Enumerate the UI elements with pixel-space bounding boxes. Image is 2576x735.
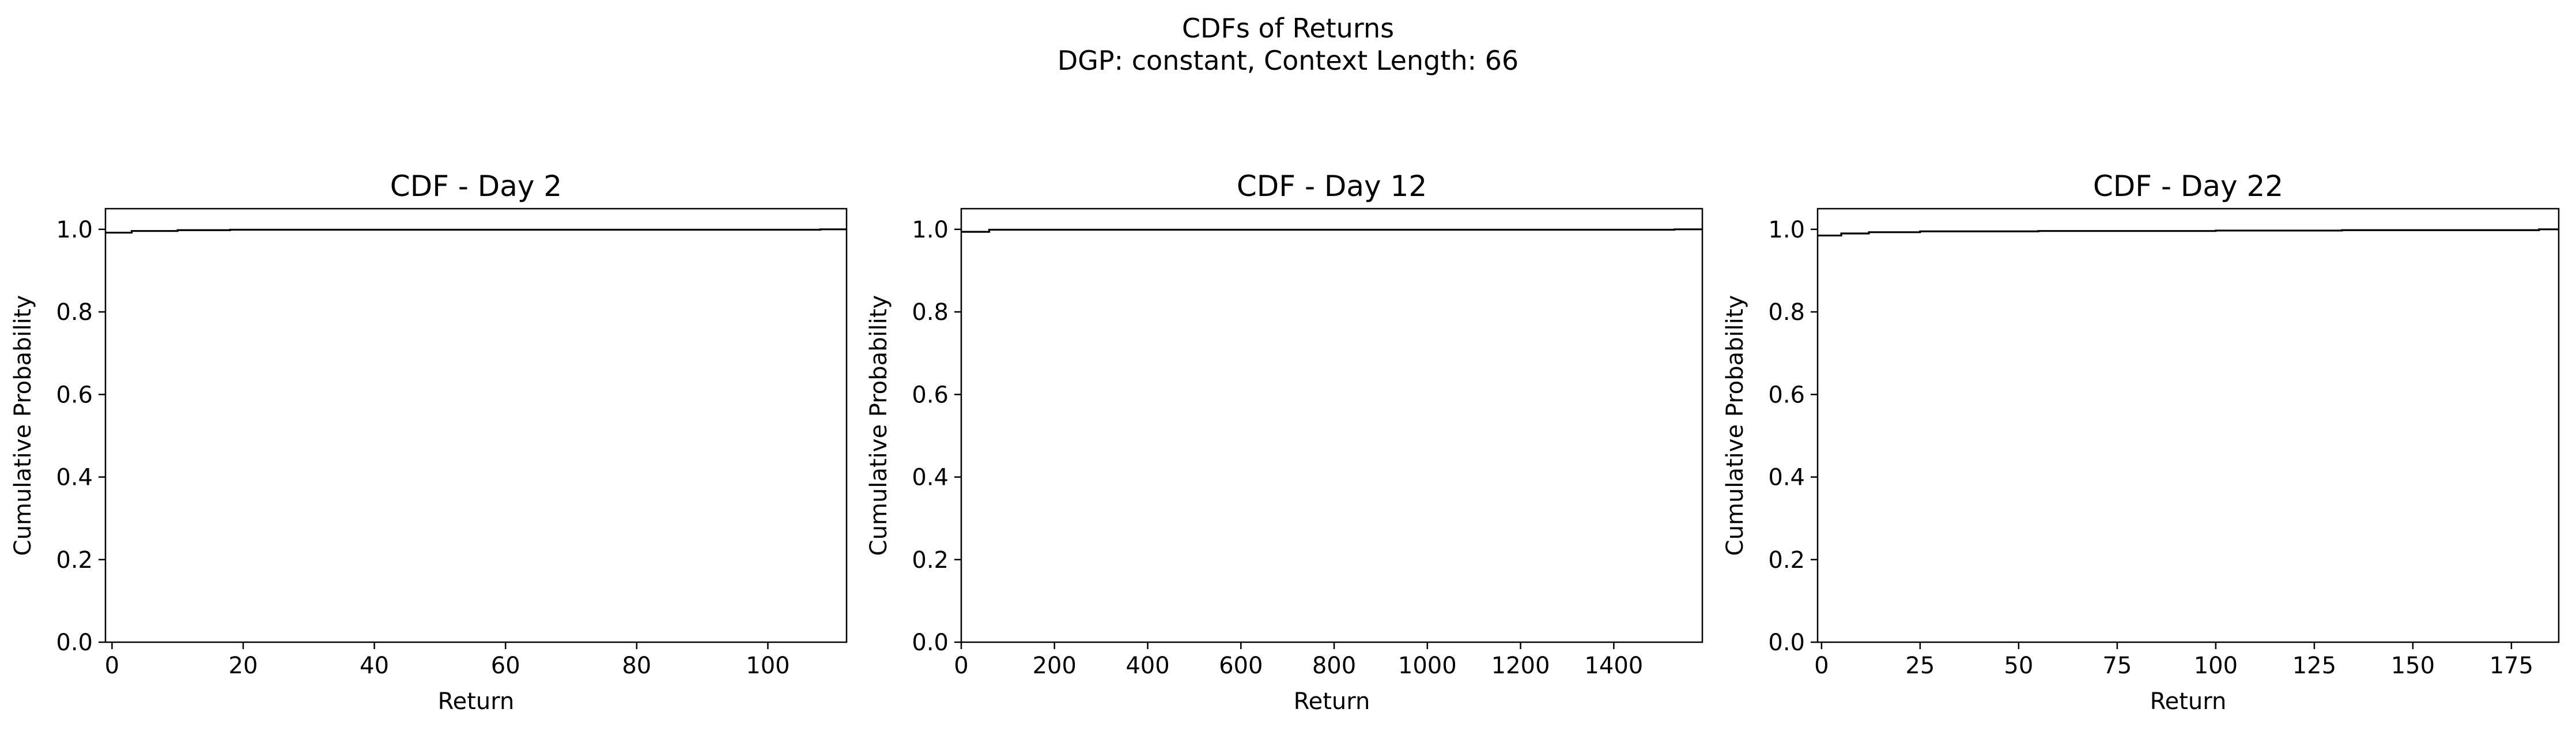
y-tick-label: 0.6 [912, 382, 949, 408]
cdf-step-line [105, 228, 847, 234]
y-tick-label: 0.0 [1768, 630, 1805, 656]
axes-frame [960, 208, 1704, 643]
y-axis-label: Cumulative Probability [866, 295, 892, 556]
x-tick-label: 150 [2391, 653, 2435, 679]
y-tick-label: 0.6 [1768, 382, 1805, 408]
subplot-title: CDF - Day 2 [390, 169, 562, 203]
x-axis-label: Return [438, 688, 515, 715]
y-tick-label: 0.0 [912, 630, 949, 656]
x-tick-label: 100 [746, 653, 790, 679]
y-tick-label: 0.4 [912, 465, 949, 491]
y-tick-label: 0.4 [1768, 465, 1805, 491]
x-tick-label: 175 [2490, 653, 2533, 679]
subplot-title: CDF - Day 12 [1237, 169, 1427, 203]
x-tick-label: 50 [2004, 653, 2033, 679]
y-tick-label: 1.0 [1768, 217, 1805, 243]
x-tick-label: 25 [1905, 653, 1935, 679]
figure-suptitle-line2: DGP: constant, Context Length: 66 [1057, 45, 1519, 76]
cdf-step-line [1818, 228, 2559, 237]
x-tick-label: 100 [2194, 653, 2238, 679]
y-tick-label: 0.6 [56, 382, 93, 408]
x-axis-label: Return [2150, 688, 2227, 715]
y-tick-label: 0.2 [56, 547, 93, 574]
x-tick-label: 40 [360, 653, 389, 679]
y-tick-label: 0.4 [56, 465, 93, 491]
figure-suptitle-line1: CDFs of Returns [1182, 13, 1394, 44]
x-tick-label: 80 [622, 653, 651, 679]
subplot-1: CDF - Day 2 0 20 40 60 80 100 0.0 0.2 0.4 0.6 0.8 1.… [10, 169, 848, 715]
y-tick-label: 0.8 [912, 299, 949, 326]
subplot-3: CDF - Day 22 0 25 50 75 100 125 150 175 0.0 0.2 0.4… [1722, 169, 2560, 715]
x-tick-label: 20 [229, 653, 258, 679]
x-tick-label: 0 [105, 653, 119, 679]
y-tick-label: 1.0 [56, 217, 93, 243]
y-tick-label: 0.8 [1768, 299, 1805, 326]
x-tick-label: 800 [1312, 653, 1356, 679]
axes-frame [1816, 208, 2560, 643]
axes-frame [104, 208, 848, 643]
x-tick-label: 60 [491, 653, 520, 679]
y-tick-label: 1.0 [912, 217, 949, 243]
x-tick-label: 1400 [1584, 653, 1643, 679]
x-tick-label: 1200 [1491, 653, 1550, 679]
x-tick-label: 75 [2102, 653, 2132, 679]
x-tick-label: 1000 [1398, 653, 1457, 679]
subplot-2: CDF - Day 12 0 200 400 600 800 1000 1200 1400 0.0… [866, 169, 1704, 715]
cdf-step-line [961, 228, 1702, 233]
y-axis-label: Cumulative Probability [1722, 295, 1748, 556]
x-axis-label: Return [1294, 688, 1370, 715]
x-tick-label: 125 [2292, 653, 2336, 679]
x-tick-label: 200 [1033, 653, 1077, 679]
y-tick-label: 0.0 [56, 630, 93, 656]
y-axis-label: Cumulative Probability [10, 295, 36, 556]
subplots-container: CDF - Day 2 0 20 40 60 80 100 0.0 0.2 0.4 0.6 0.8 1.… [10, 169, 2560, 715]
subplot-title: CDF - Day 22 [2093, 169, 2283, 203]
x-tick-label: 0 [954, 653, 968, 679]
x-tick-label: 400 [1125, 653, 1169, 679]
y-tick-label: 0.8 [56, 299, 93, 326]
x-tick-label: 600 [1219, 653, 1263, 679]
x-tick-label: 0 [1814, 653, 1829, 679]
y-tick-label: 0.2 [1768, 547, 1805, 574]
y-tick-label: 0.2 [912, 547, 949, 574]
